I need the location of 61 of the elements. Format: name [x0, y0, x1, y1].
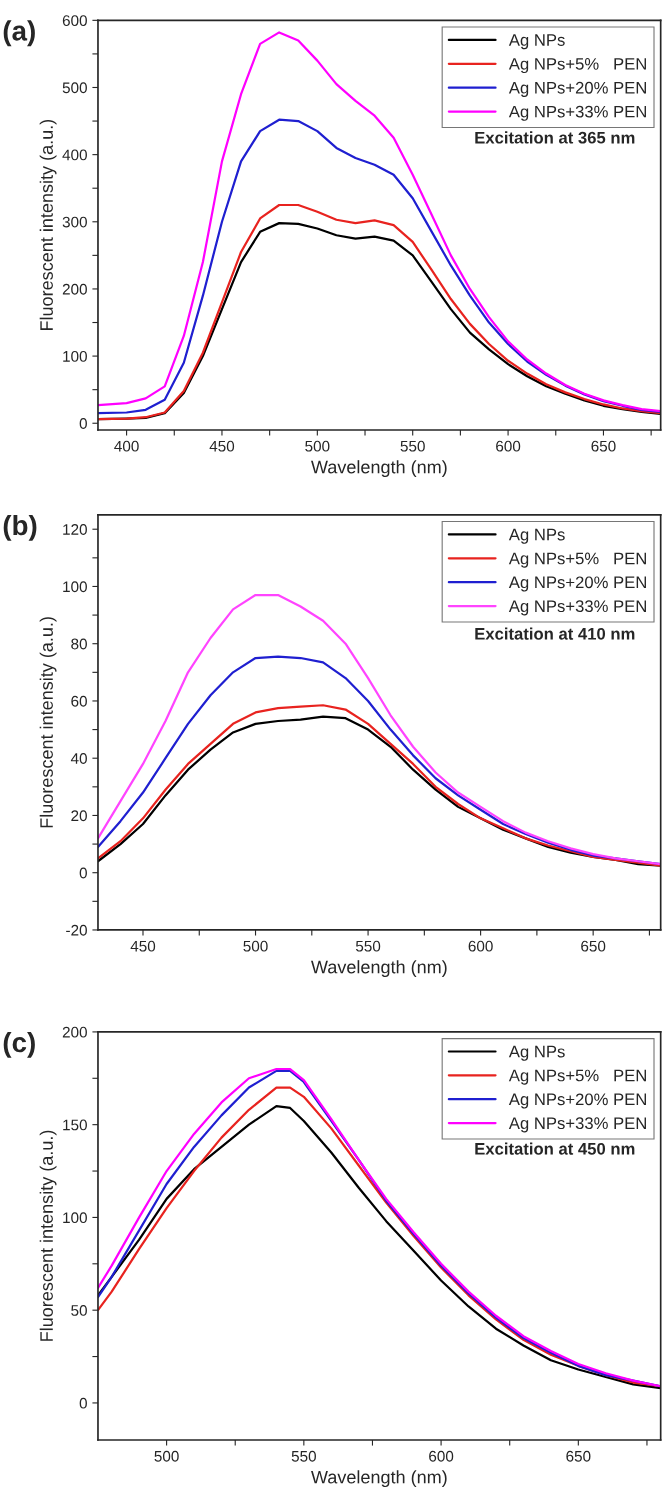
y-tick-label: -20 — [66, 924, 87, 936]
y-tick-label: 50 — [71, 1305, 87, 1316]
legend-label: Ag NPs+5% PEN — [508, 58, 646, 74]
y-tick-label: 150 — [63, 1119, 87, 1131]
legend-label: Ag NPs — [508, 1045, 565, 1061]
y-axis-title: Fluorescent intensity (a.u.) — [39, 1130, 57, 1341]
x-tick-label: 600 — [429, 1450, 454, 1462]
x-tick-label: 600 — [496, 440, 521, 452]
line-series — [97, 31, 661, 413]
x-tick-label: 500 — [305, 440, 330, 452]
legend-label: Ag NPs+33% PEN — [508, 1117, 646, 1133]
legend-label: Ag NPs — [508, 528, 565, 544]
y-tick-label: 0 — [79, 1397, 87, 1409]
legend-label: Ag NPs+5% PEN — [508, 552, 646, 568]
x-tick-label: 600 — [468, 940, 493, 952]
y-tick-label: 120 — [63, 524, 87, 535]
legend-label: Ag NPs+20% PEN — [508, 1093, 646, 1109]
y-tick-label: 400 — [62, 149, 87, 161]
x-axis-title: Wavelength (nm) — [311, 960, 447, 977]
y-axis-title: Fluorescent intensity (a.u.) — [39, 119, 57, 331]
y-tick-label: 600 — [62, 15, 87, 27]
chart-title: (c) — [3, 1031, 35, 1058]
y-tick-label: 80 — [71, 638, 87, 650]
y-tick-label: 500 — [62, 82, 87, 94]
y-tick-label: 60 — [71, 695, 87, 707]
y-tick-label: 20 — [71, 810, 87, 822]
y-tick-label: 100 — [63, 350, 87, 362]
y-tick-label: 300 — [62, 216, 87, 228]
x-tick-label: 450 — [209, 440, 235, 452]
legend-label: Ag NPs+33% PEN — [508, 600, 646, 616]
y-tick-label: 0 — [79, 418, 87, 429]
chart-title: (a) — [3, 20, 35, 47]
legend-label: Ag NPs+33% PEN — [508, 105, 646, 121]
y-tick-label: 40 — [70, 753, 87, 764]
legend-label: Ag NPs+5% PEN — [508, 1069, 646, 1085]
x-tick-label: 550 — [400, 440, 425, 452]
x-tick-label: 650 — [581, 940, 606, 952]
legend-label: Ag NPs — [508, 34, 565, 50]
y-tick-label: 200 — [62, 1026, 87, 1038]
x-tick-label: 650 — [566, 1450, 591, 1462]
chart-title: (b) — [3, 514, 37, 541]
x-tick-label: 550 — [355, 940, 381, 952]
annotation: Excitation at 410 nm — [475, 627, 635, 640]
y-tick-label: 0 — [79, 867, 87, 879]
x-tick-label: 500 — [154, 1450, 179, 1462]
x-tick-label: 400 — [114, 440, 139, 452]
y-axis-title: Fluorescent intensity (a.u.) — [39, 617, 57, 828]
annotation: Excitation at 365 nm — [475, 131, 635, 144]
legend-label: Ag NPs+20% PEN — [508, 576, 646, 592]
y-tick-label: 100 — [63, 581, 87, 593]
x-tick-label: 650 — [591, 440, 616, 452]
x-tick-label: 450 — [130, 940, 156, 952]
x-tick-label: 500 — [243, 940, 268, 952]
x-axis-title: Wavelength (nm) — [311, 460, 447, 478]
legend-label: Ag NPs+20% PEN — [508, 81, 646, 97]
y-tick-label: 200 — [62, 283, 87, 295]
x-axis-title: Wavelength (nm) — [311, 1470, 447, 1488]
x-tick-label: 550 — [291, 1450, 316, 1462]
line-series — [97, 593, 661, 866]
y-tick-label: 100 — [63, 1212, 87, 1224]
annotation: Excitation at 450 nm — [475, 1142, 635, 1155]
